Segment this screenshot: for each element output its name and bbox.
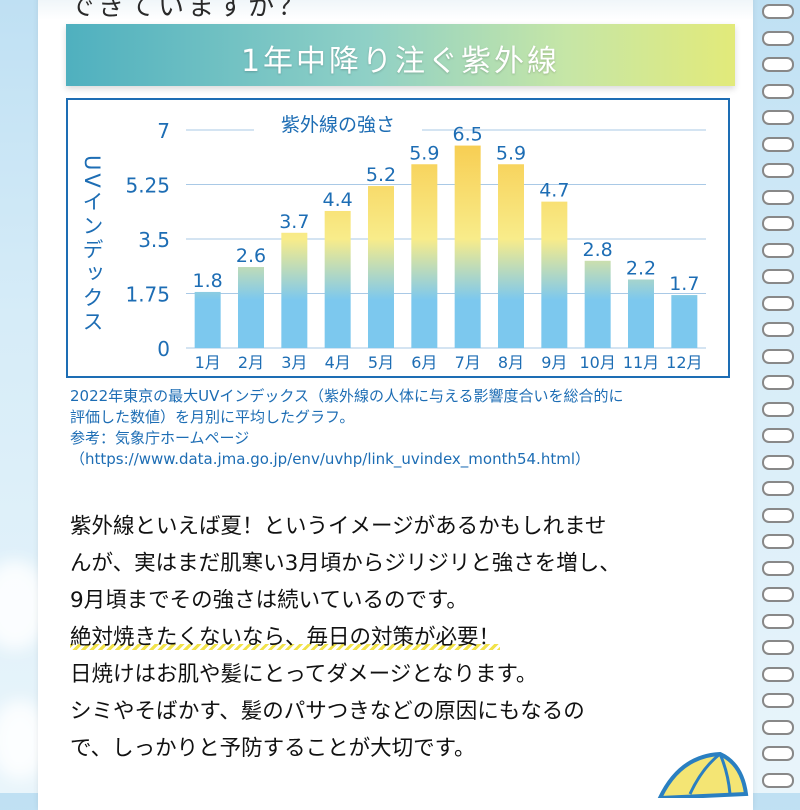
x-tick-label: 6月	[411, 353, 437, 372]
chart-title-bg	[254, 110, 422, 138]
spiral-ring	[762, 4, 794, 19]
bar-5	[368, 186, 394, 348]
spiral-ring	[762, 454, 794, 470]
body-text: 紫外線といえば夏！というイメージがあるかもしれませ んが、実はまだ肌寒い3月頃か…	[70, 508, 742, 767]
body-line: 紫外線といえば夏！というイメージがあるかもしれませ	[70, 514, 607, 539]
spiral-ring	[762, 587, 794, 602]
body-line: んが、実はまだ肌寒い3月頃からジリジリと強さを増し、	[70, 551, 621, 576]
spiral-ring	[762, 348, 794, 364]
spiral-ring	[762, 375, 794, 390]
spiral-ring	[762, 746, 794, 761]
spiral-ring	[762, 534, 794, 549]
body-line: 9月頃までその強さは続いているのです。	[70, 588, 468, 613]
bar-value-label: 5.2	[366, 164, 396, 186]
x-tick-label: 2月	[238, 353, 264, 372]
bar-value-label: 4.7	[539, 180, 569, 202]
x-tick-label: 9月	[541, 353, 567, 372]
x-tick-label: 12月	[666, 353, 702, 372]
spiral-ring	[762, 57, 794, 72]
spiral-ring	[762, 269, 794, 284]
spiral-ring	[762, 401, 794, 417]
spiral-ring	[762, 216, 794, 231]
spiral-ring	[762, 322, 794, 337]
chart-caption: 2022年東京の最大UVインデックス（紫外線の人体に与える影響度合いを総合的に …	[70, 386, 740, 470]
bar-9	[541, 201, 568, 348]
bar-value-label: 6.5	[453, 124, 483, 146]
bar-value-label: 4.4	[323, 189, 353, 211]
spiral-ring	[762, 295, 794, 311]
spiral-ring	[762, 772, 794, 788]
bar-1	[194, 291, 221, 348]
spiral-ring	[762, 136, 794, 152]
bar-3	[281, 232, 308, 348]
banner-title: 1年中降り注ぐ紫外線	[240, 44, 561, 79]
spiral-ring	[762, 83, 794, 99]
body-line: 日焼けはお肌や髪にとってダメージとなります。	[70, 662, 538, 687]
x-tick-label: 3月	[281, 353, 307, 372]
spiral-ring	[762, 163, 794, 178]
bar-value-label: 1.8	[193, 270, 223, 292]
bar-10	[584, 260, 611, 348]
top-fade	[38, 0, 753, 20]
bar-7	[454, 145, 481, 348]
bar-value-label: 1.7	[669, 273, 699, 295]
x-tick-label: 4月	[325, 353, 351, 372]
x-tick-label: 5月	[368, 353, 394, 372]
spiral-ring	[762, 560, 794, 576]
spiral-ring	[762, 666, 794, 682]
y-tick-label: 1.75	[125, 283, 170, 307]
spiral-ring	[762, 30, 794, 46]
spiral-ring	[762, 640, 794, 655]
spiral-ring	[762, 613, 794, 629]
caption-line: 評価した数値）を月別に平均したグラフ。	[70, 408, 355, 426]
spiral-ring	[762, 719, 794, 735]
uv-bar-chart: 0 1.75 3.5 5.25 7 紫外線の強さ UVインデックス 1.8 1月 2.6 2月 3.7…	[80, 110, 706, 372]
spiral-ring	[762, 242, 794, 258]
chart-frame	[66, 98, 730, 378]
caption-source: 参考：気象庁ホームページ	[70, 429, 250, 447]
body-line: シミやそばかす、髪のパサつきなどの原因にもなるの	[70, 699, 585, 724]
bar-value-label: 5.9	[496, 142, 526, 164]
x-tick-label: 1月	[195, 353, 221, 372]
caption-line: 2022年東京の最大UVインデックス（紫外線の人体に与える影響度合いを総合的に	[70, 387, 624, 405]
bar-value-label: 3.7	[279, 211, 309, 233]
spiral-ring	[762, 189, 794, 205]
section-heading-cut: できていますか？	[68, 0, 309, 22]
y-tick-label: 0	[157, 337, 170, 361]
title-banner: 1年中降り注ぐ紫外線	[66, 24, 735, 86]
bar-value-label: 2.8	[583, 239, 613, 261]
y-axis-label: UVインデックス	[80, 155, 104, 335]
bar-8	[498, 164, 524, 348]
bar-value-label: 2.2	[626, 257, 656, 279]
y-tick-label: 5.25	[125, 174, 170, 198]
bar-6	[411, 164, 438, 348]
x-tick-label: 10月	[579, 353, 615, 372]
bar-2	[238, 267, 264, 348]
y-tick-label: 3.5	[138, 228, 170, 252]
bar-4	[324, 210, 351, 348]
body-line: で、しっかりと予防することが大切です。	[70, 736, 476, 761]
x-tick-label: 11月	[623, 353, 659, 372]
umbrella-icon	[657, 751, 749, 798]
bar-value-label: 2.6	[236, 245, 266, 267]
bar-value-label: 5.9	[409, 142, 439, 164]
spiral-ring	[762, 481, 794, 496]
highlighted-line: 絶対焼きたくないなら、毎日の対策が必要！	[70, 625, 501, 650]
x-tick-label: 8月	[498, 353, 524, 372]
bar-12	[671, 295, 698, 348]
x-tick-label: 7月	[455, 353, 481, 372]
spiral-ring	[762, 110, 794, 125]
bar-11	[628, 279, 654, 348]
caption-url: （https://www.data.jma.go.jp/env/uvhp/lin…	[70, 450, 590, 468]
spiral-ring	[762, 507, 794, 523]
spiral-ring	[762, 693, 794, 708]
spiral-ring	[762, 428, 794, 443]
chart-title: 紫外線の強さ	[281, 114, 395, 136]
notebook-spiral-rings	[756, 0, 800, 793]
y-tick-label: 7	[157, 119, 170, 143]
